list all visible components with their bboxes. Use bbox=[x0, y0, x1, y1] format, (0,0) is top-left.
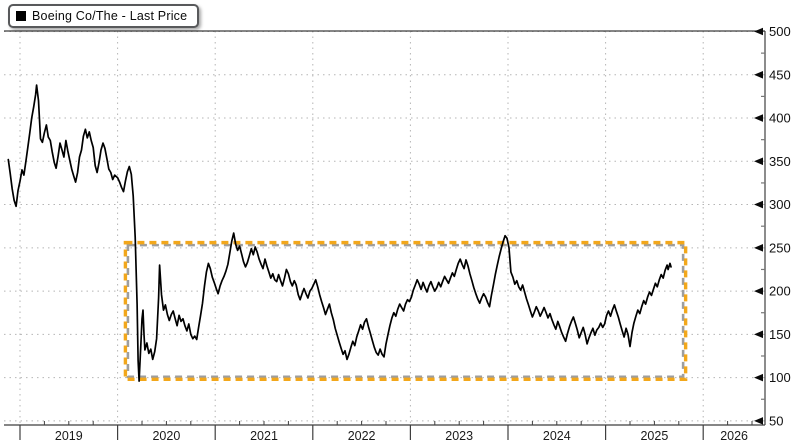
svg-text:2019: 2019 bbox=[55, 429, 83, 443]
svg-text:350: 350 bbox=[769, 154, 791, 169]
y-axis-right: 500 450 400 350 300 250 200 150 100 50 bbox=[754, 24, 791, 428]
series-swatch-icon bbox=[16, 11, 26, 21]
x-axis-bottom: 2019 2020 2021 2022 2023 2024 2025 2026 bbox=[19, 421, 753, 443]
price-line-series bbox=[7, 84, 672, 382]
legend[interactable]: Boeing Co/The - Last Price bbox=[8, 4, 200, 28]
svg-text:200: 200 bbox=[769, 284, 791, 299]
svg-text:300: 300 bbox=[769, 197, 791, 212]
svg-text:2022: 2022 bbox=[348, 429, 376, 443]
svg-text:2020: 2020 bbox=[152, 429, 180, 443]
svg-text:2024: 2024 bbox=[543, 429, 571, 443]
svg-text:50: 50 bbox=[769, 413, 783, 428]
plot-frame bbox=[4, 30, 766, 426]
svg-text:100: 100 bbox=[769, 370, 791, 385]
svg-text:2021: 2021 bbox=[250, 429, 278, 443]
svg-text:150: 150 bbox=[769, 327, 791, 342]
highlight-box-annotation[interactable] bbox=[123, 240, 688, 382]
svg-text:2026: 2026 bbox=[720, 429, 748, 443]
svg-text:2025: 2025 bbox=[640, 429, 668, 443]
legend-label: Boeing Co/The - Last Price bbox=[32, 9, 188, 23]
svg-text:400: 400 bbox=[769, 111, 791, 126]
svg-text:2023: 2023 bbox=[445, 429, 473, 443]
svg-text:250: 250 bbox=[769, 240, 791, 255]
svg-text:450: 450 bbox=[769, 67, 791, 82]
gridlines bbox=[4, 31, 765, 425]
svg-text:500: 500 bbox=[769, 24, 791, 39]
